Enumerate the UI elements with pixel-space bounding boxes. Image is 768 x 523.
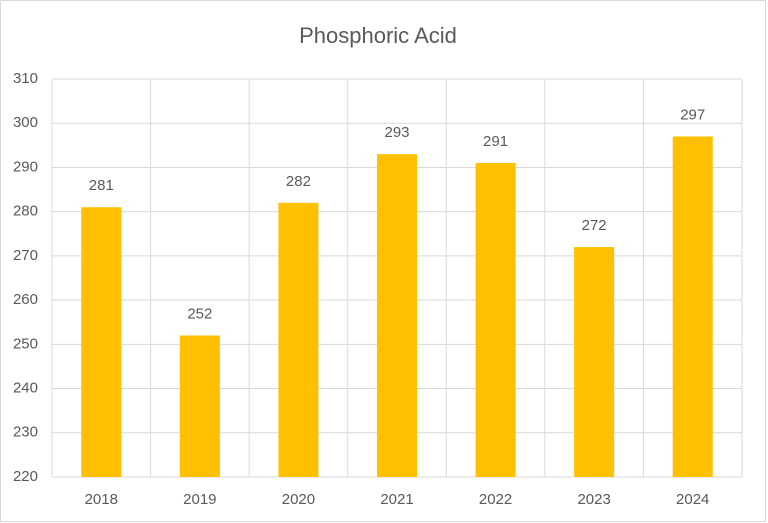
x-tick-label: 2021 <box>380 491 413 508</box>
x-tick-label: 2020 <box>282 491 315 508</box>
data-label: 291 <box>483 133 508 150</box>
y-tick-label: 310 <box>13 70 38 87</box>
data-label: 293 <box>384 124 409 141</box>
y-tick-label: 240 <box>13 380 38 397</box>
y-tick-label: 250 <box>13 335 38 352</box>
data-label: 297 <box>680 106 705 123</box>
x-tick-label: 2023 <box>577 491 610 508</box>
data-label: 272 <box>582 217 607 234</box>
data-label: 281 <box>89 177 114 194</box>
x-tick-label: 2018 <box>85 491 118 508</box>
y-tick-label: 290 <box>13 158 38 175</box>
bar <box>278 202 319 478</box>
y-tick-label: 300 <box>13 114 38 131</box>
bar <box>574 247 615 477</box>
y-tick-label: 230 <box>13 424 38 441</box>
x-tick-label: 2019 <box>183 491 216 508</box>
data-label: 282 <box>286 173 311 190</box>
bar <box>475 163 516 477</box>
chart-title: Phosphoric Acid <box>299 23 457 48</box>
bar <box>179 335 220 477</box>
bar <box>377 154 417 477</box>
x-tick-label: 2024 <box>676 491 709 508</box>
bar <box>81 207 122 477</box>
y-tick-label: 220 <box>13 468 38 485</box>
data-label: 252 <box>187 305 212 322</box>
y-tick-label: 270 <box>13 247 38 264</box>
y-tick-label: 260 <box>13 291 38 308</box>
bar <box>672 136 713 477</box>
y-tick-label: 280 <box>13 203 38 220</box>
x-tick-label: 2022 <box>479 491 512 508</box>
